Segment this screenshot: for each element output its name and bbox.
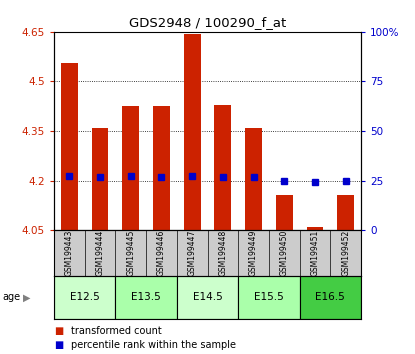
Bar: [115, 276, 177, 319]
Text: ■: ■: [54, 340, 63, 350]
Text: GSM199450: GSM199450: [280, 230, 289, 276]
Text: E14.5: E14.5: [193, 292, 222, 302]
Text: percentile rank within the sample: percentile rank within the sample: [71, 340, 236, 350]
Text: transformed count: transformed count: [71, 326, 161, 336]
Text: E16.5: E16.5: [315, 292, 345, 302]
Text: age: age: [2, 292, 20, 302]
Bar: [92, 128, 108, 230]
Text: ■: ■: [54, 326, 63, 336]
Bar: [177, 276, 238, 319]
Bar: [245, 128, 262, 230]
Text: GSM199446: GSM199446: [157, 230, 166, 276]
Text: GSM199447: GSM199447: [188, 230, 197, 276]
Text: ▶: ▶: [23, 292, 31, 302]
Bar: [54, 276, 115, 319]
Title: GDS2948 / 100290_f_at: GDS2948 / 100290_f_at: [129, 16, 286, 29]
Text: GSM199445: GSM199445: [126, 230, 135, 276]
Text: GSM199443: GSM199443: [65, 230, 74, 276]
Text: E15.5: E15.5: [254, 292, 284, 302]
Bar: [215, 104, 231, 230]
Text: E12.5: E12.5: [70, 292, 100, 302]
Bar: [184, 34, 200, 230]
Bar: [276, 195, 293, 230]
Text: GSM199448: GSM199448: [218, 230, 227, 276]
Text: GSM199452: GSM199452: [341, 230, 350, 276]
Bar: [61, 63, 78, 230]
Bar: [307, 227, 323, 230]
Bar: [300, 276, 361, 319]
Bar: [122, 106, 139, 230]
Text: GSM199449: GSM199449: [249, 230, 258, 276]
Bar: [153, 106, 170, 230]
Bar: [238, 276, 300, 319]
Text: E13.5: E13.5: [131, 292, 161, 302]
Text: GSM199444: GSM199444: [95, 230, 105, 276]
Text: GSM199451: GSM199451: [310, 230, 320, 276]
Bar: [337, 195, 354, 230]
